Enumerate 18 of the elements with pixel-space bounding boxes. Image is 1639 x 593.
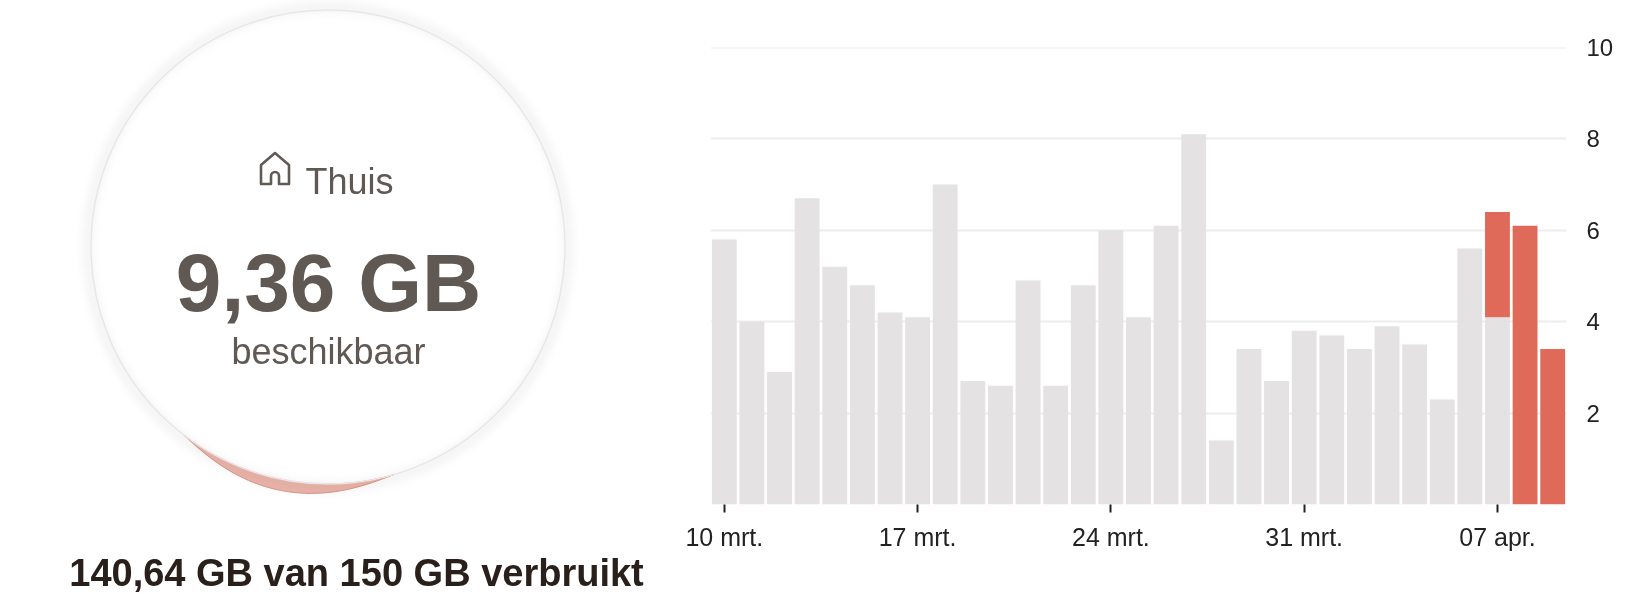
y-tick-label: 10 xyxy=(1586,34,1614,61)
x-tick-label: 24 mrt. xyxy=(1071,522,1150,551)
y-tick-label: 6 xyxy=(1586,216,1600,244)
text: beschikbaar xyxy=(231,331,426,372)
text: Thuis xyxy=(305,161,394,202)
y-tick-label: 8 xyxy=(1586,125,1600,153)
bar xyxy=(1540,349,1566,505)
bar xyxy=(1512,225,1538,505)
x-tick-label: 07 apr. xyxy=(1459,522,1536,551)
x-tick-label: 17 mrt. xyxy=(878,522,957,551)
bar xyxy=(1485,212,1510,318)
y-tick-label: 4 xyxy=(1586,308,1600,336)
text: 140,64 GB van 150 GB verbruikt xyxy=(69,551,645,593)
text: 9,36 GB xyxy=(175,237,482,328)
y-tick-label: 2 xyxy=(1586,399,1600,427)
bar xyxy=(1208,440,1234,505)
x-tick-label: 10 mrt. xyxy=(685,522,764,551)
x-tick-label: 31 mrt. xyxy=(1265,522,1344,551)
